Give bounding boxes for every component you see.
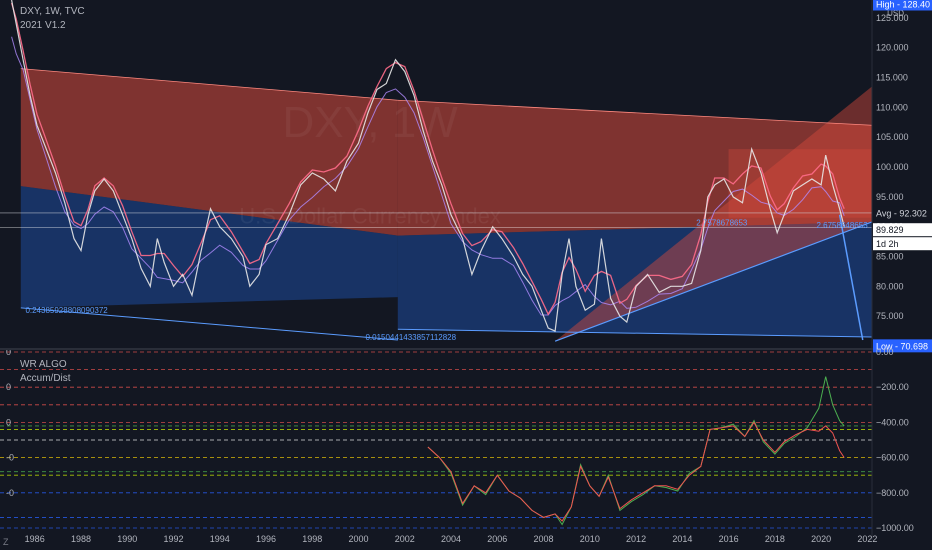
time-tick-label-8: 2002 <box>395 534 415 544</box>
annotation-2: 2.7578678653 <box>696 218 748 227</box>
annotation-0: 0.24385928808090372 <box>25 306 108 315</box>
indicator-tick-label-0: 0.00 <box>876 347 894 357</box>
last-price-tag-text: 89.829 <box>876 225 904 235</box>
time-tick-label-13: 2012 <box>626 534 646 544</box>
indicator-left-label-2: 0 <box>6 417 11 427</box>
channel-lower-line-2 <box>397 328 872 338</box>
high-tag: High - 128.40 <box>873 0 932 11</box>
chart-subtitle[interactable]: 2021 V1.2 <box>20 20 66 31</box>
last-price-tag-bg <box>873 223 932 237</box>
high-tag-text: High - 128.40 <box>876 0 930 10</box>
time-tick-label-12: 2010 <box>580 534 600 544</box>
countdown-tag: 1d 2h <box>873 237 932 251</box>
annotation-1: 0.0150441433857112828 <box>365 333 456 342</box>
projection-line <box>838 214 864 341</box>
time-tick-label-17: 2020 <box>811 534 831 544</box>
price-tick-label-7: 110.000 <box>876 102 908 112</box>
channel-lower-line-1 <box>20 307 398 341</box>
high-tag-bg <box>873 0 932 11</box>
price-tick-label-4: 95.000 <box>876 192 904 202</box>
indicator-left-label-0: 0 <box>6 347 11 357</box>
time-tick-label-0: 1986 <box>25 534 45 544</box>
low-tag-bg <box>873 339 932 353</box>
low-tag: Low - 70.698 <box>873 339 932 353</box>
channel-upper-line-1 <box>20 68 398 101</box>
chart-title[interactable]: DXY, 1W, TVC <box>20 6 85 17</box>
price-tick-label-0: 75.000 <box>876 311 904 321</box>
indicator-tick-label-4: −800.00 <box>876 488 909 498</box>
time-tick-label-9: 2004 <box>441 534 461 544</box>
time-tick-label-16: 2018 <box>765 534 785 544</box>
indicator-title[interactable]: WR ALGO <box>20 359 67 370</box>
indicator-left-label-4: -0 <box>6 488 14 498</box>
time-tick-label-15: 2016 <box>719 534 739 544</box>
time-tick-label-14: 2014 <box>672 534 692 544</box>
recent-zone <box>728 149 872 218</box>
last-price-tag: 89.829 <box>873 223 932 237</box>
countdown-tag-bg <box>873 237 932 251</box>
indicator-legend: WR ALGO Accum/Dist <box>20 358 71 386</box>
price-tick-label-9: 120.000 <box>876 43 909 53</box>
main-legend: DXY, 1W, TVC 2021 V1.2 <box>20 5 85 33</box>
time-tick-label-2: 1990 <box>117 534 137 544</box>
avg-tag: Avg - 92.302 <box>873 206 932 220</box>
price-tick-label-6: 105.000 <box>876 132 909 142</box>
price-tick-label-10: 125.000 <box>876 13 909 23</box>
channel-upper-line-2 <box>397 99 872 126</box>
main-pane[interactable]: DXY, 1WU.S. Dollar Currency Index0.24385… <box>0 0 872 342</box>
indicator-pane[interactable]: 0 0 0 -0 -0 <box>0 347 872 529</box>
overlay-pink-line <box>10 2 845 316</box>
price-unit-label: USD <box>887 9 904 18</box>
indicator-tick-label-2: −400.00 <box>876 417 909 427</box>
time-tick-label-3: 1992 <box>163 534 183 544</box>
time-tick-label-5: 1996 <box>256 534 276 544</box>
lower-zone-2 <box>397 221 872 338</box>
lower-zone-1 <box>20 186 398 308</box>
time-tick-label-10: 2006 <box>487 534 507 544</box>
time-tick-label-4: 1994 <box>210 534 230 544</box>
time-tick-label-18: 2022 <box>857 534 877 544</box>
price-tick-label-5: 100.000 <box>876 162 909 172</box>
countdown-tag-text: 1d 2h <box>876 239 899 249</box>
indicator-tick-label-3: −600.00 <box>876 453 909 463</box>
upper-zone-2 <box>397 100 872 236</box>
low-tag-text: Low - 70.698 <box>876 341 928 351</box>
indicator-left-label-3: -0 <box>6 453 14 463</box>
price-tick-label-1: 80.000 <box>876 281 904 291</box>
price-tick-label-8: 115.000 <box>876 73 908 83</box>
indicator-tick-label-5: −1000.00 <box>876 523 914 533</box>
price-line[interactable] <box>11 0 845 332</box>
indicator-left-label-1: 0 <box>6 382 11 392</box>
annotation-3: 2.6758648653 <box>816 221 868 230</box>
time-tick-label-6: 1998 <box>302 534 322 544</box>
time-tick-label-11: 2008 <box>534 534 554 544</box>
indicator-tick-label-1: −200.00 <box>876 382 909 392</box>
indicator-subtitle[interactable]: Accum/Dist <box>20 373 71 384</box>
rising-support-line <box>554 221 872 342</box>
indicator-series-1[interactable] <box>427 421 845 522</box>
avg-tag-bg <box>873 206 932 220</box>
price-tick-label-2: 85.000 <box>876 252 904 262</box>
time-tick-label-7: 2000 <box>348 534 368 544</box>
corner-logo-icon: Z <box>3 537 9 547</box>
watermark-subtitle: U.S. Dollar Currency Index <box>239 204 501 229</box>
time-tick-label-1: 1988 <box>71 534 91 544</box>
avg-tag-text: Avg - 92.302 <box>876 208 927 218</box>
